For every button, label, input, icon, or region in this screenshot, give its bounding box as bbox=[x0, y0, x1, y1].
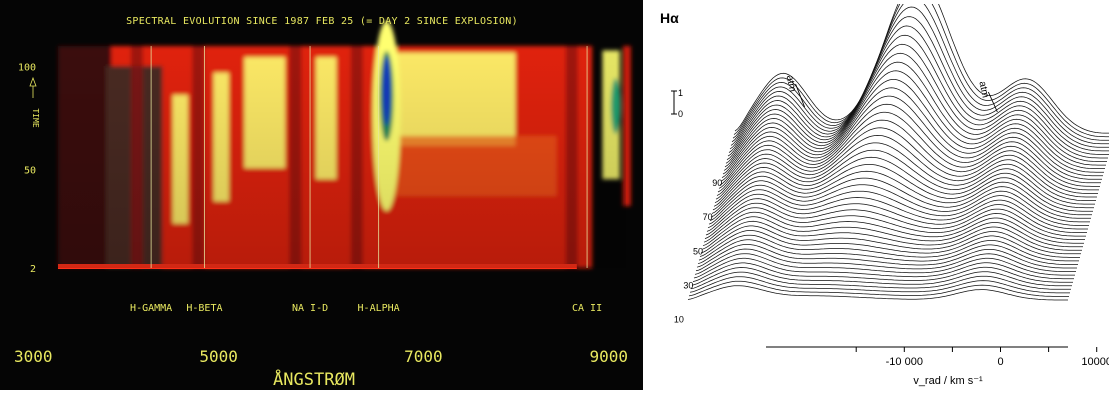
series-line bbox=[699, 230, 1080, 258]
series-line bbox=[711, 170, 1092, 216]
series-line bbox=[718, 119, 1099, 191]
scale-bar: 10 bbox=[671, 88, 683, 119]
halpha-title: Hα bbox=[660, 10, 679, 26]
series-line bbox=[717, 127, 1098, 194]
series-line bbox=[695, 248, 1076, 272]
series-line bbox=[706, 198, 1087, 233]
series-line bbox=[721, 95, 1102, 180]
series-line bbox=[709, 184, 1090, 223]
series-line bbox=[702, 216, 1083, 248]
series-line bbox=[696, 244, 1077, 269]
series-line bbox=[692, 262, 1073, 283]
heatmap-area bbox=[58, 21, 631, 269]
y-tick-label: 50 bbox=[24, 165, 36, 176]
depth-tick-label: 10 bbox=[674, 314, 684, 324]
series-line bbox=[698, 234, 1079, 262]
svg-text:atm: atm bbox=[784, 74, 798, 93]
y-tick-label: 2 bbox=[30, 264, 36, 275]
series-line bbox=[734, 0, 1109, 134]
halpha-profile-panel: Hα 1 0 atm atm 10 30 50 70 90 -10 000 0 10000 v_rad /… bbox=[648, 0, 1109, 390]
x-tick-label: 7000 bbox=[404, 347, 443, 366]
series-line bbox=[720, 103, 1101, 184]
series-line bbox=[708, 189, 1089, 226]
series-line bbox=[694, 253, 1075, 276]
series-line bbox=[724, 70, 1105, 169]
x-axis: -10 000 0 10000 bbox=[766, 346, 1109, 368]
svg-text:0: 0 bbox=[678, 109, 683, 119]
series-line bbox=[714, 149, 1095, 205]
x-tick-label: 10000 bbox=[1081, 356, 1109, 368]
line-label-3: H-ALPHA bbox=[358, 303, 400, 314]
y-tick-label: 100 bbox=[18, 63, 36, 74]
series-line bbox=[704, 207, 1085, 240]
series-line bbox=[726, 52, 1107, 162]
x-axis-label: v_rad / km s⁻¹ bbox=[913, 375, 983, 387]
x-tick-label: 9000 bbox=[589, 347, 628, 366]
line-label-1: H-BETA bbox=[186, 303, 222, 314]
series-line bbox=[731, 6, 1109, 145]
series-line bbox=[729, 25, 1109, 152]
spectral-evolution-panel: H-GAMMA H-BETA NA I-D H-ALPHA CA II SPECTRAL… bbox=[0, 0, 643, 390]
series-line bbox=[719, 111, 1100, 187]
series-line bbox=[713, 156, 1094, 209]
atm-annotation: atm bbox=[784, 74, 806, 108]
heatmap-title: SPECTRAL EVOLUTION SINCE 1987 FEB 25 (= … bbox=[126, 16, 518, 27]
series-line bbox=[707, 193, 1088, 230]
x-axis-label: ÅNGSTRØM bbox=[273, 368, 355, 390]
series-line bbox=[723, 79, 1104, 173]
series-line bbox=[688, 280, 1069, 297]
series-line bbox=[687, 285, 1068, 301]
series-line bbox=[730, 16, 1109, 148]
x-tick-label: 0 bbox=[997, 356, 1003, 368]
depth-tick-label: 50 bbox=[693, 246, 703, 256]
series-line bbox=[727, 43, 1108, 159]
series-line bbox=[715, 142, 1096, 201]
series-line bbox=[697, 239, 1078, 265]
depth-tick-label: 90 bbox=[712, 178, 722, 188]
series-line bbox=[701, 220, 1082, 251]
series-line bbox=[705, 202, 1086, 237]
depth-tick-label: 30 bbox=[683, 280, 693, 290]
time-arrow-icon bbox=[29, 76, 37, 87]
spectral-line-markers: H-GAMMA H-BETA NA I-D H-ALPHA CA II bbox=[130, 46, 602, 314]
series-line bbox=[716, 135, 1097, 198]
spectral-heatmap-chart: H-GAMMA H-BETA NA I-D H-ALPHA CA II SPECTRAL… bbox=[14, 16, 631, 390]
x-tick-label: 5000 bbox=[199, 347, 238, 366]
series-line bbox=[725, 61, 1106, 166]
series-line bbox=[710, 177, 1091, 219]
x-tick-label: 3000 bbox=[14, 347, 53, 366]
line-label-4: CA II bbox=[572, 303, 602, 314]
y-axis-label: TIME bbox=[31, 108, 40, 127]
svg-text:atm: atm bbox=[976, 80, 990, 99]
series-line bbox=[700, 225, 1081, 255]
series-line bbox=[693, 257, 1074, 280]
svg-text:1: 1 bbox=[678, 88, 683, 98]
profile-stack bbox=[687, 0, 1109, 302]
x-tick-label: -10 000 bbox=[886, 356, 923, 368]
line-label-2: NA I-D bbox=[292, 303, 328, 314]
series-line bbox=[728, 34, 1109, 155]
series-line bbox=[690, 271, 1071, 290]
series-line bbox=[703, 211, 1084, 244]
depth-tick-label: 70 bbox=[703, 212, 713, 222]
atm-annotation: atm bbox=[976, 80, 998, 113]
series-line bbox=[712, 164, 1093, 212]
line-label-0: H-GAMMA bbox=[130, 303, 172, 314]
series-line bbox=[689, 276, 1070, 294]
series-line bbox=[691, 267, 1072, 287]
series-line bbox=[722, 87, 1103, 177]
